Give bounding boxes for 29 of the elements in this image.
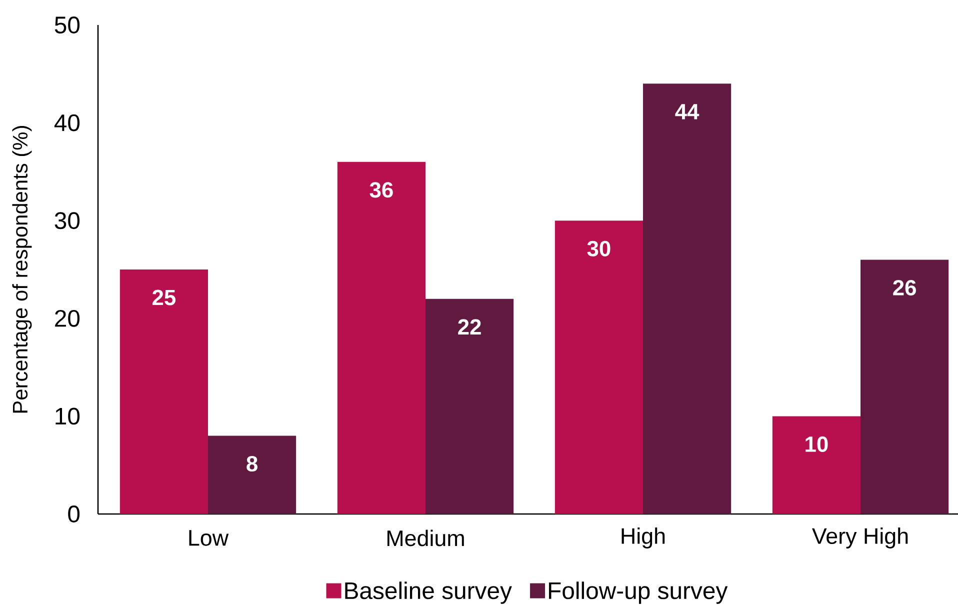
data-label: 22 [458,319,481,334]
y-tick-label: 50 [54,16,80,34]
bar [643,84,732,514]
x-tick-label: Low [189,530,229,546]
bar [772,416,861,514]
y-tick-label: 30 [54,212,80,230]
bar [120,270,208,514]
y-axis-title: Percentage of respondents (%) [12,126,32,413]
bar [425,298,514,514]
legend-label: Baseline survey [345,582,512,604]
bar [337,162,426,514]
bar [208,436,296,514]
data-label: 8 [246,456,258,472]
x-tick-label: High [622,528,665,548]
data-label: 36 [370,182,393,198]
legend-label: Follow-up survey [549,582,728,604]
data-label: 25 [152,290,176,306]
y-tick-label: 20 [55,310,80,327]
data-label: 30 [587,240,610,256]
bar [860,260,949,514]
y-tick-label: 40 [54,114,80,132]
y-tick-label: 0 [68,506,80,522]
x-tick-label: Medium [387,530,464,546]
bar [554,220,643,514]
data-label: 10 [806,436,828,452]
y-tick-label: 10 [56,408,80,425]
x-tick-label: Very High [812,528,908,548]
data-label: 26 [893,280,916,296]
data-label: 44 [675,104,700,120]
